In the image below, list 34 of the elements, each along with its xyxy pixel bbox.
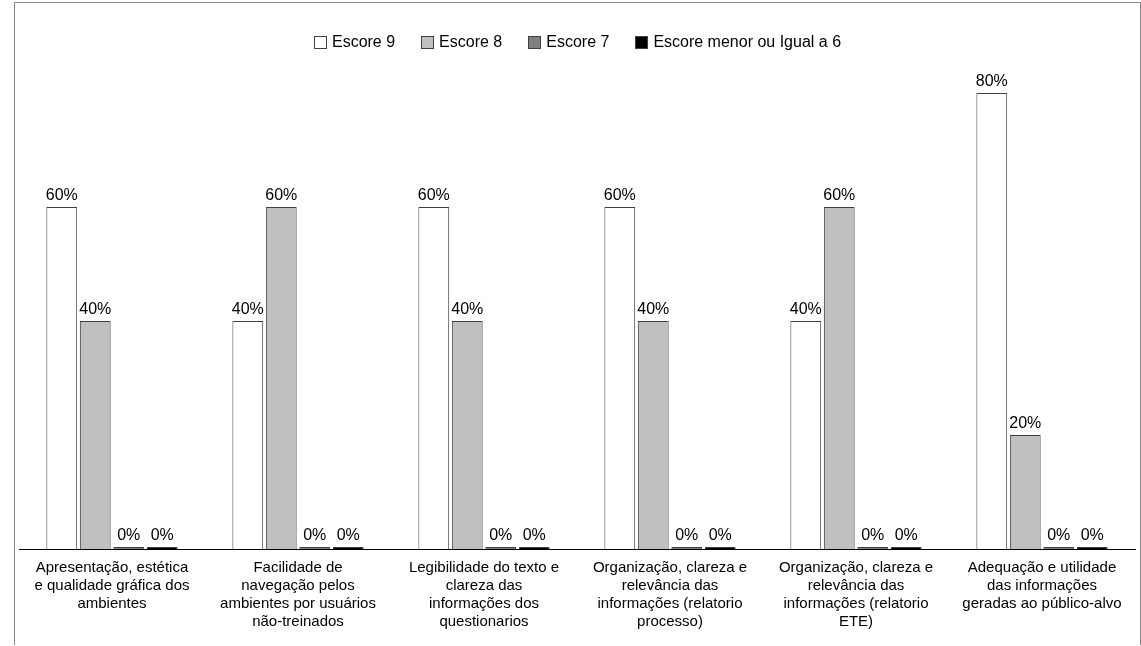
legend-label: Escore 7 [546, 33, 610, 51]
x-tick-label: Adequação e utilidade das informações geradas ao público-alvo [962, 558, 1122, 612]
data-label: 0% [336, 526, 360, 544]
legend-label: Escore 9 [331, 33, 396, 51]
data-label: 40% [79, 300, 112, 318]
x-tick-label: Legibilidade do texto e clareza das informações dos questionarios [408, 558, 560, 630]
data-label: 0% [303, 526, 327, 544]
data-label: 0% [708, 526, 732, 544]
data-label: 60% [417, 186, 450, 204]
data-label: 0% [894, 526, 918, 544]
data-label: 60% [265, 186, 298, 204]
data-label: 0% [1047, 526, 1071, 544]
data-label: 80% [975, 72, 1008, 90]
data-label: 0% [861, 526, 885, 544]
data-label: 60% [823, 186, 856, 204]
data-label: 60% [603, 186, 636, 204]
data-label: 40% [789, 300, 822, 318]
data-label: 40% [231, 300, 264, 318]
x-tick-label: Organização, clareza e relevância das informações (relatorio processo) [592, 558, 748, 630]
data-label: 0% [522, 526, 546, 544]
legend-label: Escore menor ou Igual a 6 [653, 33, 842, 51]
data-label: 0% [1080, 526, 1104, 544]
x-tick-label: Facilidade de navegação pelos ambientes por usuários não-treinados [220, 558, 376, 630]
data-label: 0% [489, 526, 513, 544]
x-tick-label: Organização, clareza e relevância das informações (relatorio ETE) [778, 558, 934, 630]
legend-label: Escore 8 [439, 33, 503, 51]
data-label: 0% [150, 526, 174, 544]
data-label: 0% [117, 526, 141, 544]
data-label: 0% [675, 526, 699, 544]
data-label: 40% [637, 300, 670, 318]
data-label: 60% [45, 186, 78, 204]
data-label: 20% [1009, 414, 1042, 432]
x-tick-label: Apresentação, estética e qualidade gráfica dos ambientes [34, 558, 190, 612]
data-label: 40% [451, 300, 484, 318]
